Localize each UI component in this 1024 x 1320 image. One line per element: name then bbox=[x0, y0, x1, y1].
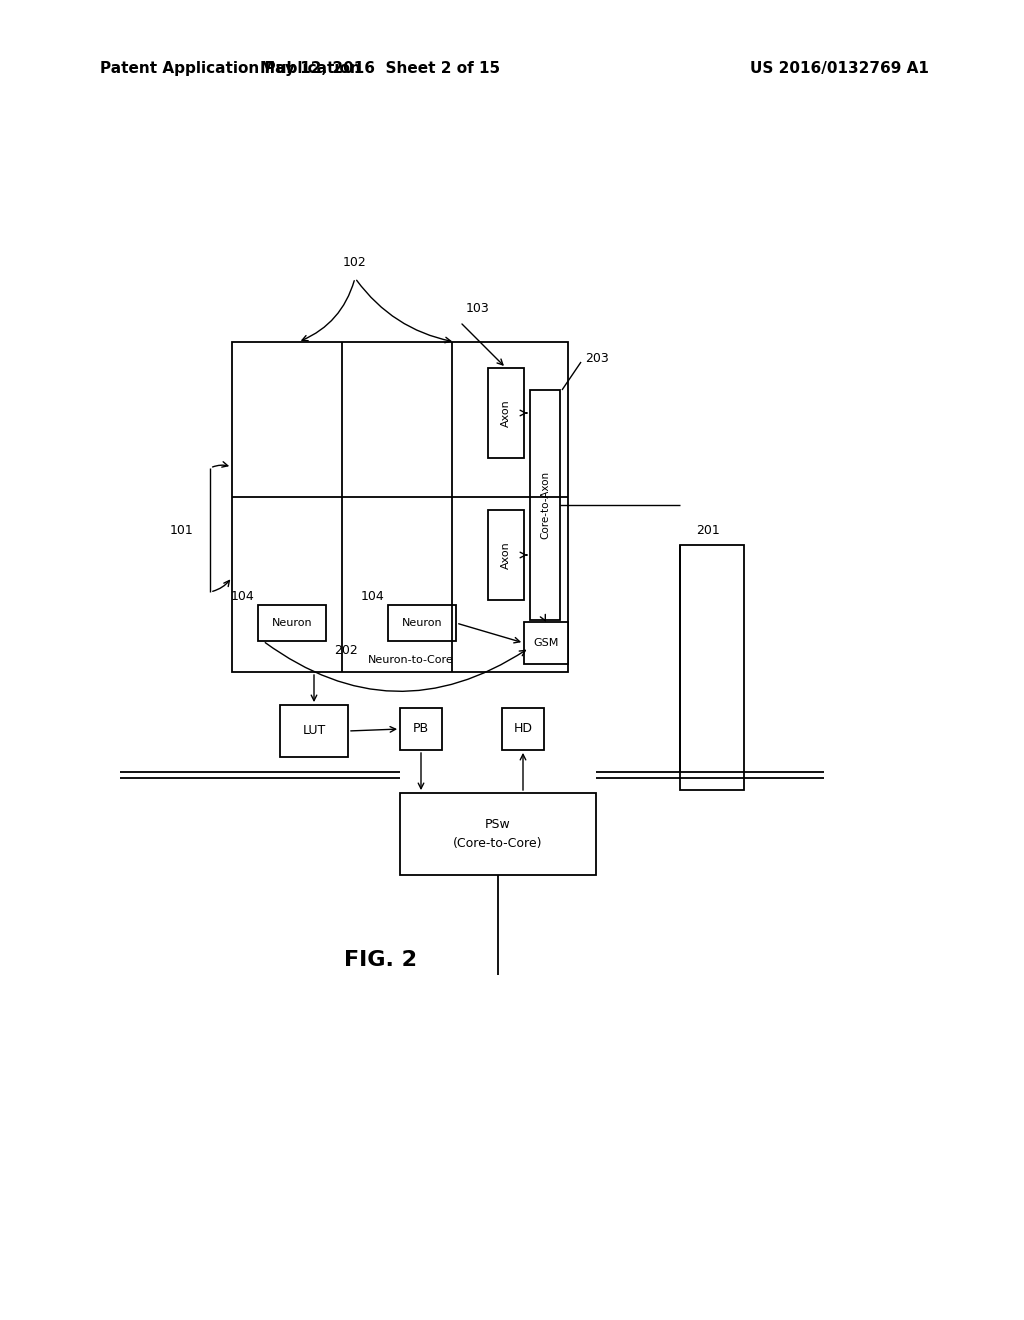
Text: May 12, 2016  Sheet 2 of 15: May 12, 2016 Sheet 2 of 15 bbox=[260, 61, 500, 75]
Text: 101: 101 bbox=[169, 524, 193, 536]
Bar bbox=[280, 705, 348, 756]
Bar bbox=[502, 708, 544, 750]
Text: Axon: Axon bbox=[501, 399, 511, 426]
Text: PB: PB bbox=[413, 722, 429, 735]
Text: GSM: GSM bbox=[534, 638, 559, 648]
Text: Neuron-to-Core: Neuron-to-Core bbox=[368, 655, 454, 665]
Bar bbox=[388, 605, 456, 642]
Bar bbox=[400, 793, 596, 875]
Text: Neuron: Neuron bbox=[401, 618, 442, 628]
Text: 202: 202 bbox=[334, 644, 357, 657]
Bar bbox=[524, 622, 568, 664]
Text: 201: 201 bbox=[696, 524, 720, 536]
Text: 104: 104 bbox=[230, 590, 254, 603]
Text: 102: 102 bbox=[343, 256, 367, 268]
Text: 103: 103 bbox=[466, 301, 489, 314]
Text: US 2016/0132769 A1: US 2016/0132769 A1 bbox=[750, 61, 929, 75]
Text: Core-to-Axon: Core-to-Axon bbox=[540, 471, 550, 539]
Bar bbox=[400, 708, 442, 750]
Text: FIG. 2: FIG. 2 bbox=[343, 950, 417, 970]
Bar bbox=[488, 510, 524, 601]
Bar bbox=[232, 342, 568, 672]
Text: (Core-to-Core): (Core-to-Core) bbox=[454, 837, 543, 850]
Text: 203: 203 bbox=[585, 351, 608, 364]
Bar bbox=[680, 545, 744, 789]
Bar bbox=[258, 605, 326, 642]
Bar bbox=[488, 368, 524, 458]
Text: LUT: LUT bbox=[302, 725, 326, 738]
Bar bbox=[530, 389, 560, 620]
Text: HD: HD bbox=[513, 722, 532, 735]
Text: Neuron: Neuron bbox=[271, 618, 312, 628]
Text: 104: 104 bbox=[360, 590, 384, 603]
Text: Patent Application Publication: Patent Application Publication bbox=[100, 61, 360, 75]
Text: PSw: PSw bbox=[485, 817, 511, 830]
Text: Axon: Axon bbox=[501, 541, 511, 569]
